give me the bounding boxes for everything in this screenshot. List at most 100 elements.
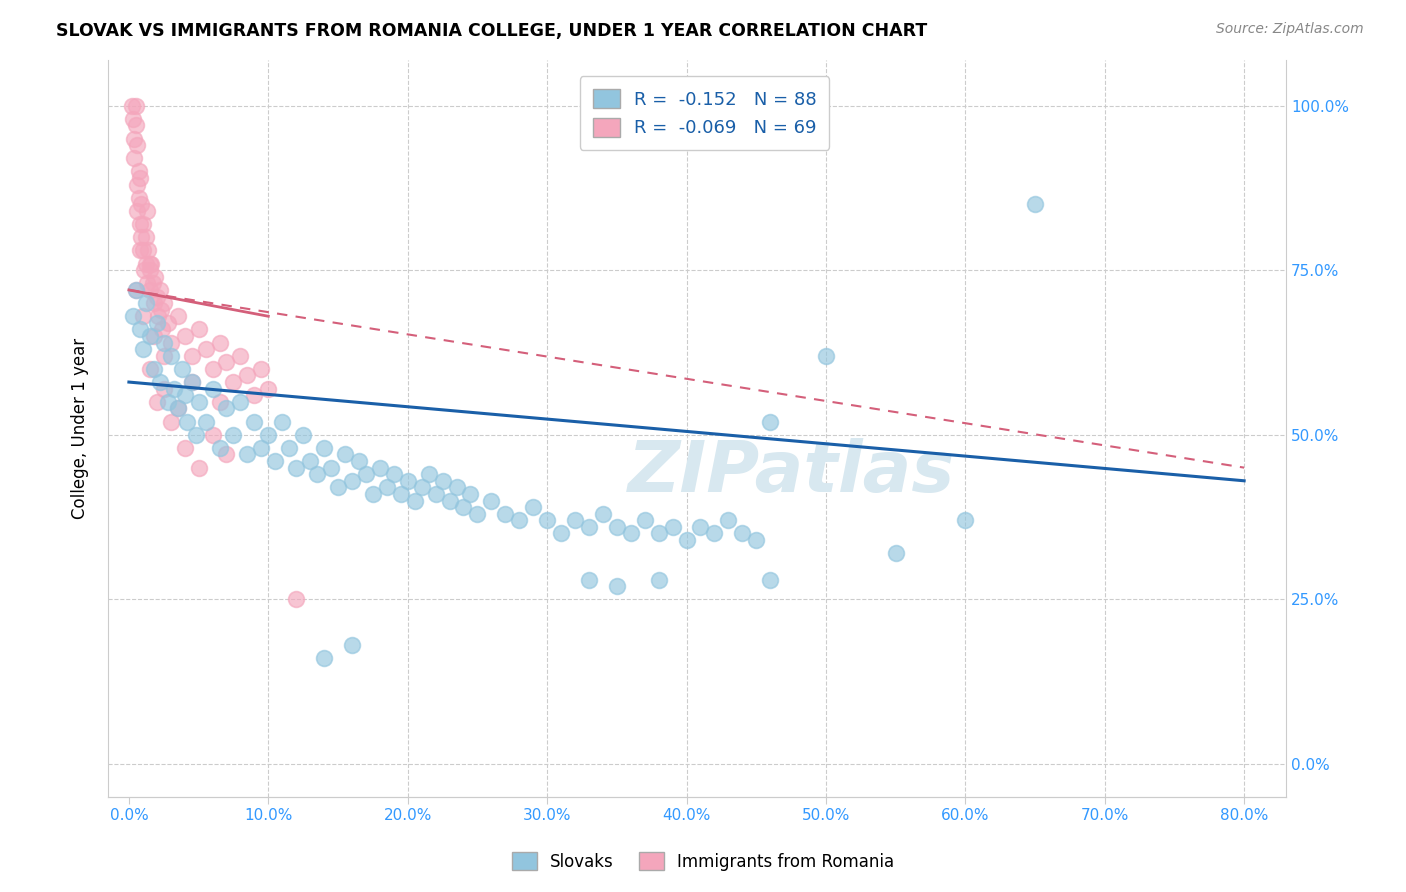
Point	[361, 487, 384, 501]
Point	[184, 427, 207, 442]
Point	[222, 427, 245, 442]
Point	[257, 382, 280, 396]
Point	[148, 310, 170, 324]
Point	[522, 500, 544, 515]
Point	[132, 310, 155, 324]
Point	[187, 394, 209, 409]
Point	[149, 302, 172, 317]
Point	[150, 322, 173, 336]
Point	[578, 573, 600, 587]
Point	[536, 513, 558, 527]
Point	[124, 151, 146, 165]
Point	[166, 401, 188, 416]
Point	[208, 394, 231, 409]
Point	[717, 513, 740, 527]
Point	[143, 329, 166, 343]
Point	[550, 526, 572, 541]
Point	[347, 454, 370, 468]
Point	[180, 375, 202, 389]
Point	[146, 316, 169, 330]
Point	[382, 467, 405, 482]
Point	[136, 204, 159, 219]
Point	[180, 375, 202, 389]
Point	[453, 500, 475, 515]
Point	[731, 526, 754, 541]
Point	[187, 322, 209, 336]
Point	[592, 507, 614, 521]
Point	[647, 526, 669, 541]
Point	[508, 513, 530, 527]
Point	[257, 427, 280, 442]
Point	[152, 349, 174, 363]
Point	[152, 382, 174, 396]
Point	[124, 131, 146, 145]
Point	[176, 415, 198, 429]
Point	[368, 460, 391, 475]
Point	[148, 283, 170, 297]
Point	[250, 362, 273, 376]
Point	[271, 415, 294, 429]
Point	[135, 257, 157, 271]
Point	[460, 487, 482, 501]
Point	[131, 230, 153, 244]
Text: Source: ZipAtlas.com: Source: ZipAtlas.com	[1216, 22, 1364, 37]
Point	[166, 310, 188, 324]
Point	[208, 335, 231, 350]
Point	[208, 441, 231, 455]
Point	[129, 244, 152, 258]
Point	[128, 191, 150, 205]
Point	[143, 362, 166, 376]
Point	[606, 579, 628, 593]
Point	[564, 513, 586, 527]
Point	[333, 447, 356, 461]
Point	[215, 355, 238, 369]
Point	[634, 513, 657, 527]
Text: SLOVAK VS IMMIGRANTS FROM ROMANIA COLLEGE, UNDER 1 YEAR CORRELATION CHART: SLOVAK VS IMMIGRANTS FROM ROMANIA COLLEG…	[56, 22, 928, 40]
Point	[122, 112, 145, 126]
Point	[884, 546, 907, 560]
Point	[432, 474, 454, 488]
Point	[156, 394, 179, 409]
Point	[139, 263, 162, 277]
Point	[139, 362, 162, 376]
Point	[132, 342, 155, 356]
Point	[173, 441, 195, 455]
Point	[236, 368, 259, 383]
Point	[759, 415, 782, 429]
Point	[299, 454, 322, 468]
Point	[132, 244, 155, 258]
Point	[159, 415, 181, 429]
Point	[285, 460, 308, 475]
Point	[703, 526, 725, 541]
Point	[215, 447, 238, 461]
Point	[159, 335, 181, 350]
Point	[285, 592, 308, 607]
Point	[307, 467, 329, 482]
Point	[139, 329, 162, 343]
Point	[814, 349, 837, 363]
Point	[166, 401, 188, 416]
Point	[236, 447, 259, 461]
Point	[146, 394, 169, 409]
Point	[135, 230, 157, 244]
Point	[136, 277, 159, 291]
Point	[340, 638, 363, 652]
Point	[128, 164, 150, 178]
Point	[129, 217, 152, 231]
Point	[229, 394, 252, 409]
Point	[173, 329, 195, 343]
Point	[156, 316, 179, 330]
Y-axis label: College, Under 1 year: College, Under 1 year	[72, 337, 89, 519]
Point	[404, 493, 426, 508]
Point	[425, 487, 447, 501]
Point	[139, 257, 162, 271]
Point	[146, 289, 169, 303]
Legend: Slovaks, Immigrants from Romania: Slovaks, Immigrants from Romania	[503, 844, 903, 880]
Point	[170, 362, 193, 376]
Point	[250, 441, 273, 455]
Point	[675, 533, 697, 547]
Point	[152, 296, 174, 310]
Point	[620, 526, 643, 541]
Point	[162, 382, 184, 396]
Point	[125, 119, 148, 133]
